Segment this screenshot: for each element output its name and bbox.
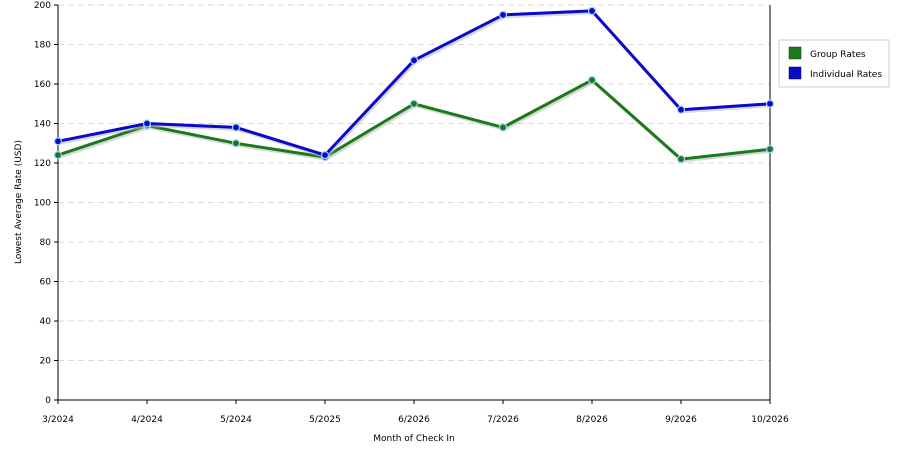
- legend-swatch-individual-rates: [788, 66, 802, 80]
- x-tick-label: 5/2025: [309, 415, 341, 425]
- data-point-individual-rates[interactable]: [231, 123, 241, 132]
- legend: Group Rates Individual Rates: [778, 39, 890, 88]
- data-point-individual-rates[interactable]: [320, 151, 330, 160]
- data-point-group-rates[interactable]: [676, 154, 686, 164]
- data-point-group-rates[interactable]: [53, 151, 63, 160]
- data-point-individual-rates[interactable]: [587, 6, 597, 16]
- y-tick-label: 120: [34, 159, 51, 169]
- series: [53, 6, 775, 164]
- y-tick-label: 40: [40, 317, 52, 327]
- data-point-individual-rates[interactable]: [53, 137, 63, 146]
- y-tick-label: 180: [34, 41, 51, 51]
- y-tick-label: 0: [45, 396, 51, 406]
- x-tick-label: 10/2026: [751, 415, 789, 425]
- x-tick-label: 8/2026: [576, 415, 608, 425]
- data-point-individual-rates[interactable]: [765, 99, 775, 108]
- data-point-group-rates[interactable]: [231, 139, 241, 148]
- y-tick-label: 200: [34, 1, 51, 11]
- data-point-group-rates[interactable]: [765, 145, 775, 154]
- legend-label-individual-rates: Individual Rates: [810, 70, 882, 80]
- data-point-group-rates[interactable]: [409, 99, 419, 108]
- y-tick-label: 100: [34, 199, 51, 209]
- x-tick-label: 5/2024: [220, 415, 252, 425]
- y-tick-label: 140: [34, 120, 51, 130]
- series-shadow-individual-rates: [59, 11, 772, 159]
- x-tick-label: 9/2026: [665, 415, 697, 425]
- legend-swatch-group-rates: [788, 46, 802, 60]
- data-point-group-rates[interactable]: [587, 75, 597, 85]
- x-tick-label: 6/2026: [398, 415, 430, 425]
- data-point-individual-rates[interactable]: [409, 56, 419, 65]
- y-tick-label: 20: [40, 357, 52, 367]
- grid-lines: [58, 4, 770, 361]
- x-axis-title: Month of Check In: [373, 434, 455, 444]
- x-tick-label: 4/2024: [131, 415, 163, 425]
- y-tick-label: 80: [40, 238, 52, 248]
- x-tick-label: 3/2024: [42, 415, 74, 425]
- data-point-group-rates[interactable]: [498, 123, 508, 132]
- x-ticks: 3/2024 4/2024 5/2024 5/2025 6/2026 7/2026 8/20…: [42, 400, 789, 425]
- data-point-individual-rates[interactable]: [676, 105, 686, 114]
- y-axis-title: Lowest Average Rate (USD): [14, 140, 24, 264]
- data-point-individual-rates[interactable]: [142, 119, 152, 128]
- y-tick-label: 160: [34, 80, 51, 90]
- x-tick-label: 7/2026: [487, 415, 519, 425]
- y-ticks: 0 20 40 60 80 100 120 140 160 180 200: [34, 1, 58, 406]
- y-tick-label: 60: [40, 278, 52, 288]
- series-line-individual-rates: [56, 9, 772, 157]
- legend-label-group-rates: Group Rates: [810, 50, 866, 60]
- data-point-individual-rates[interactable]: [498, 10, 508, 19]
